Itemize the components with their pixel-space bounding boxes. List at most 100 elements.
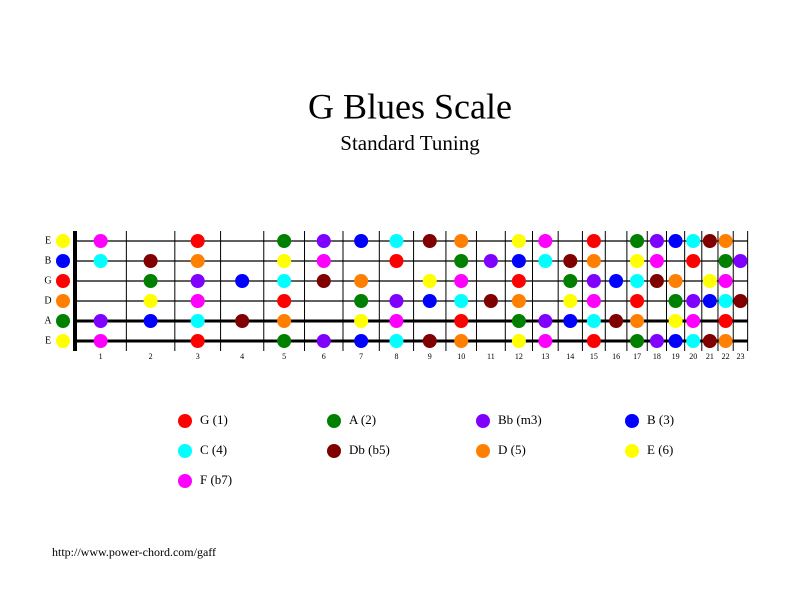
note-dot — [93, 254, 108, 268]
note-dot — [609, 314, 624, 328]
note-dot — [389, 334, 404, 348]
note-dot — [235, 314, 250, 328]
note-dot — [563, 274, 578, 288]
legend-swatch — [625, 444, 639, 458]
fret-number: 19 — [672, 352, 680, 361]
note-dot — [354, 274, 369, 288]
fret-number: 7 — [359, 352, 363, 361]
note-dot — [538, 314, 553, 328]
note-dot — [316, 234, 331, 248]
legend-label: A (2) — [349, 412, 376, 427]
note-dot — [586, 294, 601, 308]
legend-swatch — [625, 414, 639, 428]
note-dot — [563, 294, 578, 308]
note-dot — [422, 274, 437, 288]
legend-label: Bb (m3) — [498, 412, 542, 427]
note-dot — [93, 314, 108, 328]
note-dot — [316, 254, 331, 268]
note-dot — [686, 334, 701, 348]
note-dot — [649, 254, 664, 268]
note-dot — [630, 274, 645, 288]
note-dot — [277, 234, 292, 248]
note-dot — [511, 234, 526, 248]
note-dot — [277, 254, 292, 268]
subtitle: Standard Tuning — [340, 131, 480, 155]
fret-number: 8 — [394, 352, 398, 361]
note-dot — [733, 254, 748, 268]
note-dot — [563, 314, 578, 328]
note-dot — [630, 314, 645, 328]
legend-label: C (4) — [200, 442, 227, 457]
note-dot — [702, 294, 717, 308]
note-dot — [686, 314, 701, 328]
title: G Blues Scale — [308, 86, 512, 126]
note-dot — [483, 254, 498, 268]
note-dot — [483, 294, 498, 308]
note-dot — [733, 294, 748, 308]
fret-number: 23 — [736, 352, 744, 361]
note-dot — [686, 234, 701, 248]
legend-swatch — [178, 414, 192, 428]
legend-swatch — [327, 414, 341, 428]
note-dot — [235, 274, 250, 288]
fret-number: 13 — [541, 352, 549, 361]
note-dot — [718, 234, 733, 248]
note-dot — [718, 294, 733, 308]
note-dot — [277, 334, 292, 348]
note-dot — [354, 294, 369, 308]
footer-url: http://www.power-chord.com/gaff — [52, 545, 216, 559]
note-dot — [56, 254, 70, 268]
note-dot — [586, 254, 601, 268]
legend-label: Db (b5) — [349, 442, 390, 457]
note-dot — [686, 294, 701, 308]
note-dot — [56, 314, 70, 328]
note-dot — [143, 294, 158, 308]
fret-number: 1 — [99, 352, 103, 361]
note-dot — [389, 254, 404, 268]
note-dot — [277, 314, 292, 328]
note-dot — [56, 274, 70, 288]
note-dot — [586, 234, 601, 248]
note-dot — [190, 274, 205, 288]
note-dot — [630, 334, 645, 348]
note-dot — [702, 334, 717, 348]
legend-swatch — [476, 414, 490, 428]
note-dot — [277, 294, 292, 308]
note-dot — [538, 254, 553, 268]
note-dot — [454, 334, 469, 348]
legend-swatch — [178, 444, 192, 458]
note-dot — [56, 234, 70, 248]
note-dot — [649, 234, 664, 248]
legend-label: E (6) — [647, 442, 673, 457]
note-dot — [511, 274, 526, 288]
string-label: E — [45, 335, 51, 346]
note-dot — [563, 254, 578, 268]
note-dot — [668, 314, 683, 328]
note-dot — [718, 314, 733, 328]
fret-number: 15 — [590, 352, 598, 361]
note-dot — [143, 274, 158, 288]
string-label: B — [45, 255, 52, 266]
note-dot — [454, 314, 469, 328]
note-dot — [454, 274, 469, 288]
fret-number: 5 — [282, 352, 286, 361]
note-dot — [702, 274, 717, 288]
note-dot — [586, 334, 601, 348]
fret-number: 22 — [722, 352, 730, 361]
fret-number: 17 — [633, 352, 641, 361]
note-dot — [422, 334, 437, 348]
fret-number: 12 — [515, 352, 523, 361]
note-dot — [389, 234, 404, 248]
note-dot — [454, 234, 469, 248]
note-dot — [56, 294, 70, 308]
note-dot — [511, 294, 526, 308]
fret-number: 2 — [149, 352, 153, 361]
note-dot — [668, 274, 683, 288]
note-dot — [190, 314, 205, 328]
note-dot — [389, 294, 404, 308]
string-label: D — [44, 295, 51, 306]
fret-number: 3 — [196, 352, 200, 361]
note-dot — [718, 274, 733, 288]
legend-label: G (1) — [200, 412, 228, 427]
